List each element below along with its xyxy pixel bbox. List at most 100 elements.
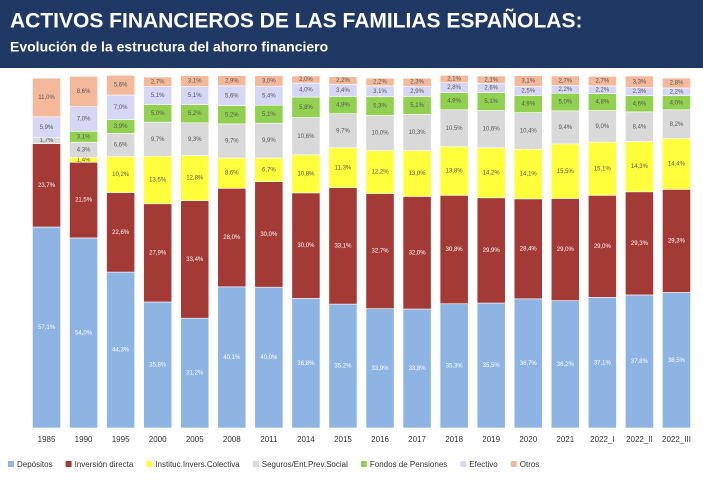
bar-segment <box>365 308 395 429</box>
bar-segment <box>365 77 395 87</box>
bar-segment <box>662 138 691 190</box>
bar-segment <box>587 195 617 298</box>
data-label: 14,1% <box>520 172 538 178</box>
bar-segment <box>254 122 284 159</box>
data-label: 36,2% <box>557 362 575 368</box>
bar-segment <box>402 308 432 429</box>
bar-segment <box>365 193 395 309</box>
bar-segment <box>513 198 543 300</box>
data-label: 6,7% <box>262 167 276 173</box>
data-label: 29,3% <box>631 241 649 247</box>
x-tick-label: 2022_III <box>662 435 691 444</box>
data-label: 30,8% <box>446 247 464 253</box>
data-label: 9,7% <box>225 139 239 145</box>
data-label: 12,2% <box>372 170 390 176</box>
data-label: 4,3% <box>77 147 91 153</box>
data-label: 3,1% <box>77 134 91 140</box>
bar-segment <box>32 226 61 429</box>
data-label: 5,1% <box>410 103 424 109</box>
x-tick-label: 2017 <box>408 435 426 444</box>
bar-segment <box>587 297 617 429</box>
data-label: 5,4% <box>262 93 276 99</box>
data-label: 40,0% <box>260 355 278 361</box>
x-tick-label: 2014 <box>297 435 315 444</box>
legend-label: Instituc.Invers.Colectiva <box>155 460 240 469</box>
data-label: 33,9% <box>372 366 390 372</box>
data-label: 13,8% <box>446 169 464 175</box>
legend-label: Otros <box>520 460 540 469</box>
bar-segment <box>217 75 247 87</box>
data-label: 4,9% <box>447 99 461 105</box>
bar-segment <box>217 123 247 159</box>
x-tick-label: 2016 <box>371 435 389 444</box>
bar-segment <box>217 157 247 189</box>
bar-segment <box>625 111 654 142</box>
data-label: 7,0% <box>77 117 91 123</box>
header-band <box>0 0 703 68</box>
bar-segment <box>513 298 543 429</box>
data-label: 3,0% <box>262 79 276 85</box>
data-label: 5,0% <box>151 111 165 117</box>
data-label: 3,3% <box>633 79 647 85</box>
legend-label: Depósitos <box>17 460 53 469</box>
bar-segment <box>439 109 469 148</box>
chart-title: ACTIVOS FINANCIEROS DE LAS FAMILIAS ESPA… <box>10 10 582 33</box>
data-label: 29,0% <box>594 244 612 250</box>
data-label: 44,3% <box>112 348 130 354</box>
bar-segment <box>402 114 432 151</box>
data-label: 9,3% <box>188 137 202 143</box>
x-tick-label: 2008 <box>223 435 241 444</box>
bar-segment <box>625 141 654 193</box>
data-label: 54,0% <box>75 331 93 337</box>
bar-segment <box>143 203 173 303</box>
x-tick-label: 2019 <box>482 435 500 444</box>
data-label: 2,2% <box>670 89 684 95</box>
bar-segment <box>217 187 247 288</box>
data-label: 2,2% <box>336 78 350 84</box>
legend-label: Efectivo <box>469 460 498 469</box>
bar-segment <box>69 76 98 107</box>
bar-segment <box>106 156 136 193</box>
data-label: 3,1% <box>188 79 202 85</box>
data-label: 57,1% <box>38 325 56 331</box>
bar-segment <box>328 187 358 305</box>
data-label: 14,3% <box>631 164 649 170</box>
data-label: 4,0% <box>670 100 684 106</box>
bar-segment <box>180 75 210 87</box>
data-label: 9,7% <box>151 137 165 143</box>
data-label: 31,2% <box>186 371 204 377</box>
data-label: 2,2% <box>596 87 610 93</box>
x-tick-label: 2005 <box>186 435 204 444</box>
data-label: 14,2% <box>483 170 501 176</box>
x-tick-label: 2020 <box>519 435 537 444</box>
bar-segment <box>550 198 580 301</box>
bar-segment <box>328 76 358 85</box>
legend-swatch <box>360 461 367 467</box>
data-label: 3,9% <box>114 124 128 130</box>
bar-segment <box>254 181 284 288</box>
bar-segment <box>180 155 210 201</box>
bar-segment <box>328 113 358 149</box>
bar-segment <box>587 110 617 143</box>
bar-segment <box>180 317 210 429</box>
data-label: 8,4% <box>633 124 647 130</box>
bar-segment <box>365 115 395 151</box>
data-label: 10,6% <box>483 127 501 133</box>
data-label: 23,7% <box>38 183 56 189</box>
data-label: 21,5% <box>75 198 93 204</box>
data-label: 35,3% <box>446 363 464 369</box>
data-label: 35,2% <box>334 364 352 370</box>
data-label: 10,5% <box>446 126 464 132</box>
x-tick-label: 2022_I <box>590 435 614 444</box>
data-label: 2,7% <box>596 79 610 85</box>
data-label: 9,9% <box>262 138 276 144</box>
data-label: 2,2% <box>558 87 572 93</box>
bar-segment <box>439 146 469 196</box>
legend-label: Fondos de Pensiones <box>370 460 447 469</box>
data-label: 30,0% <box>297 243 315 249</box>
data-label: 5,1% <box>262 112 276 118</box>
bar-segment <box>550 110 580 145</box>
data-label: 12,8% <box>186 176 204 182</box>
data-label: 5,1% <box>151 93 165 99</box>
data-label: 11,3% <box>335 165 352 171</box>
